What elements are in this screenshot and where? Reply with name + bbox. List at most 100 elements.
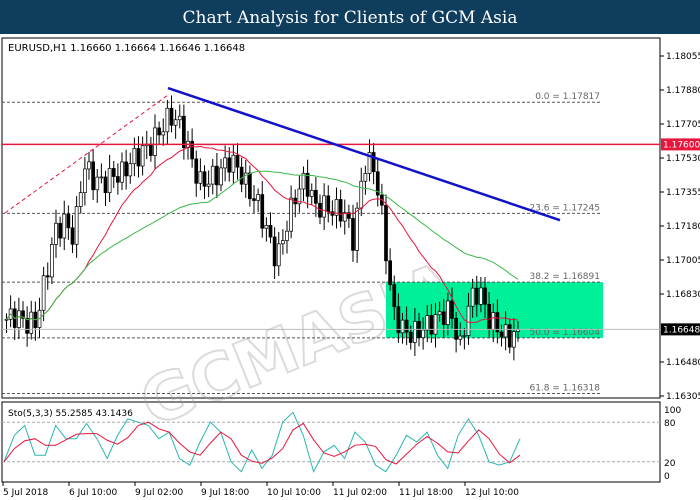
price-tick-label: 1.16830 — [666, 290, 700, 300]
candle — [87, 161, 91, 170]
time-label: 9 Jul 18:00 — [201, 488, 250, 498]
candle — [169, 107, 174, 126]
candle — [359, 180, 364, 209]
candle — [194, 158, 199, 184]
candle — [289, 197, 293, 232]
price-tick-label: 1.17705 — [666, 120, 700, 130]
price-tick-label: 1.17355 — [666, 188, 700, 198]
time-label: 12 Jul 10:00 — [465, 488, 519, 498]
candle — [153, 127, 157, 156]
stoch-level-label: 20 — [664, 459, 676, 469]
stoch-level-label: 100 — [664, 406, 681, 416]
candle — [450, 300, 454, 319]
candle — [21, 310, 25, 319]
stoch-level-label: 80 — [664, 419, 676, 429]
candle — [70, 227, 75, 245]
fib-label: 61.8 = 1.16318 — [529, 383, 600, 393]
candle — [437, 311, 442, 316]
candle — [50, 244, 54, 278]
candle — [462, 335, 467, 337]
candle — [260, 194, 265, 229]
candle — [285, 230, 289, 241]
symbol-info: EURUSD,H1 1.16660 1.16664 1.16646 1.1664… — [8, 43, 245, 54]
price-tick-label: 1.18055 — [666, 52, 700, 62]
candle — [474, 287, 479, 305]
candle — [177, 115, 182, 121]
candle — [182, 115, 186, 149]
current-price-tag — [661, 323, 700, 336]
candle — [103, 176, 108, 193]
candle — [487, 303, 491, 330]
candle — [334, 199, 339, 216]
candle — [223, 157, 227, 169]
uptrend-dashed-line — [4, 94, 169, 214]
candle — [58, 222, 62, 239]
slow-ma-line — [6, 170, 519, 321]
candle — [116, 176, 120, 183]
candle — [433, 314, 438, 335]
candle — [404, 319, 409, 333]
candle — [281, 240, 285, 245]
candle — [272, 236, 277, 267]
time-label: 9 Jul 02:00 — [135, 488, 184, 498]
candle — [470, 287, 475, 307]
candle — [499, 331, 504, 338]
candle — [45, 275, 50, 278]
candle — [396, 306, 401, 334]
candle — [466, 305, 471, 336]
candle — [429, 315, 434, 335]
fib-label: 0.0 = 1.17817 — [535, 92, 600, 102]
candle — [297, 188, 302, 205]
time-label: 10 Jul 10:00 — [267, 488, 321, 498]
candle — [446, 300, 450, 325]
candle — [235, 154, 240, 168]
price-tick-label: 1.17530 — [666, 154, 700, 164]
current-price-label: 1.16648 — [663, 325, 700, 335]
candle — [227, 157, 232, 173]
candle — [173, 119, 178, 126]
candle — [326, 195, 331, 213]
candle — [384, 204, 388, 262]
candle — [301, 172, 306, 190]
candle — [367, 152, 372, 174]
candle — [314, 189, 318, 204]
candle — [252, 198, 256, 201]
price-tick-label: 1.16480 — [666, 358, 700, 368]
candle — [161, 131, 166, 136]
candle — [351, 218, 355, 251]
candle — [74, 206, 79, 245]
candle — [157, 127, 161, 136]
candle — [83, 168, 87, 193]
candle — [124, 161, 128, 177]
candle — [243, 172, 248, 185]
candle — [17, 310, 21, 328]
candle — [136, 148, 141, 167]
price-tick-label: 1.17180 — [666, 222, 700, 232]
candle — [256, 194, 260, 201]
candle — [503, 324, 508, 338]
stoch-k-line — [3, 411, 521, 474]
price-tick-label: 1.17880 — [666, 86, 700, 96]
candle — [371, 152, 376, 173]
candle — [454, 317, 458, 340]
candle — [268, 224, 273, 238]
candle — [120, 161, 124, 183]
resistance-price-tag — [661, 138, 700, 151]
candle — [425, 315, 430, 331]
candle — [132, 148, 137, 165]
candle — [248, 172, 252, 200]
candle — [4, 318, 9, 321]
candle — [441, 311, 446, 325]
stoch-level-label: 0 — [664, 472, 670, 482]
candle — [239, 166, 244, 185]
candle — [219, 167, 223, 186]
candle — [198, 171, 203, 184]
candle — [495, 312, 500, 333]
candle — [165, 107, 170, 133]
candle — [421, 329, 425, 339]
candle — [210, 165, 215, 185]
candle — [276, 243, 281, 267]
time-label: 11 Jul 02:00 — [333, 488, 387, 498]
time-label: 5 Jul 2018 — [3, 488, 48, 498]
